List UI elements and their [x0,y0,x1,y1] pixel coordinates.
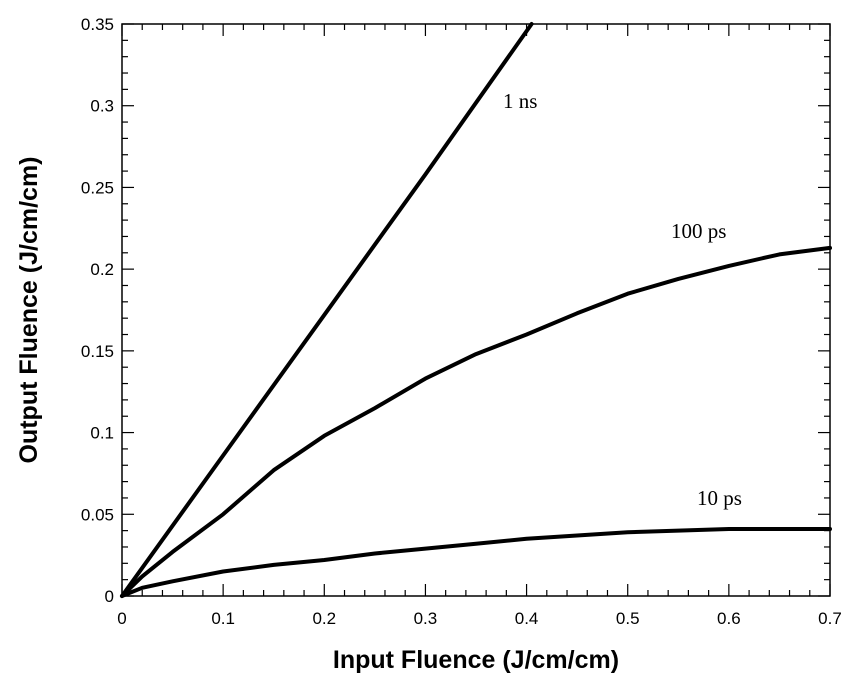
x-tick-label: 0.6 [717,609,741,628]
series-label: 100 ps [671,219,726,243]
x-tick-label: 0.3 [414,609,438,628]
y-tick-label: 0.1 [90,424,114,443]
series-label: 1 ns [503,89,537,113]
y-tick-label: 0.25 [81,178,114,197]
y-tick-label: 0 [105,587,114,606]
series-lines [122,24,830,596]
y-tick-label: 0.05 [81,505,114,524]
y-tick-label: 0.15 [81,342,114,361]
x-tick-label: 0.7 [818,609,842,628]
x-tick-label: 0.5 [616,609,640,628]
y-tick-label: 0.2 [90,260,114,279]
series-line-10-ps [122,529,830,596]
y-tick-label: 0.35 [81,15,114,34]
series-line-1-ns [122,24,532,596]
y-tick-labels: 0 0.05 0.1 0.15 0.2 0.25 0.3 0.35 [81,15,114,606]
y-axis-title: Output Fluence (J/cm/cm) [15,157,43,464]
y-tick-label: 0.3 [90,97,114,116]
x-axis-title: Input Fluence (J/cm/cm) [333,646,619,674]
x-tick-label: 0 [117,609,126,628]
x-tick-labels: 0 0.1 0.2 0.3 0.4 0.5 0.6 0.7 [117,609,842,628]
x-tick-label: 0.2 [312,609,336,628]
x-tick-label: 0.4 [515,609,539,628]
series-labels: 1 ns 100 ps 10 ps [503,89,742,510]
x-tick-label: 0.1 [211,609,235,628]
series-label: 10 ps [697,486,742,510]
